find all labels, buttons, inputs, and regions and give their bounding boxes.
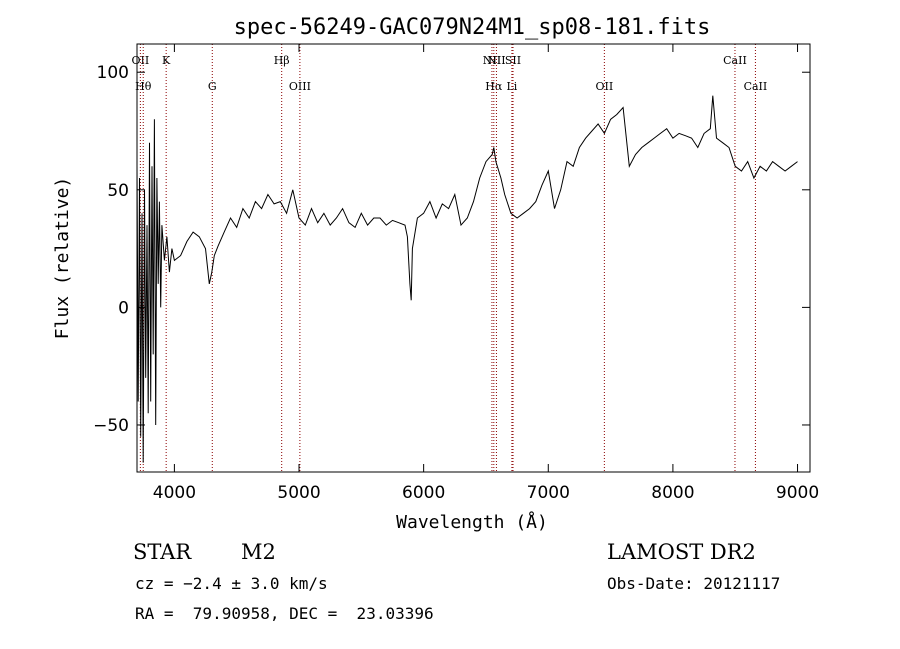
x-tick-label-4000: 4000 <box>153 483 196 503</box>
y-tick-label-50: 50 <box>107 181 129 201</box>
chart-title: spec-56249-GAC079N24M1_sp08-181.fits <box>234 15 711 40</box>
line-label-5: OIII <box>289 80 311 93</box>
line-label-13: CaII <box>744 80 768 93</box>
coordinates: RA = 79.90958, DEC = 23.03396 <box>135 604 434 623</box>
plot-frame <box>136 43 811 473</box>
line-label-9: Li <box>506 80 517 93</box>
line-label-4: Hβ <box>274 54 290 67</box>
x-tick-label-8000: 8000 <box>651 483 694 503</box>
survey-name: LAMOST DR2 <box>607 540 756 564</box>
object-subclass: M2 <box>241 540 276 564</box>
line-label-7: Hα <box>485 80 503 93</box>
y-tick-label--50: −50 <box>93 416 129 436</box>
object-class: STAR <box>133 540 192 564</box>
y-tick-label-0: 0 <box>118 298 129 318</box>
spectrum-layer <box>136 95 798 463</box>
obs-date: Obs-Date: 20121117 <box>607 574 781 593</box>
line-label-8: NII <box>487 54 505 67</box>
x-axis-ticks: 4000 5000 6000 7000 8000 9000 <box>153 44 819 503</box>
y-axis-label: Flux (relative) <box>52 177 73 340</box>
line-label-3: G <box>208 80 217 93</box>
x-axis-label: Wavelength (Å) <box>396 511 548 533</box>
x-tick-label-5000: 5000 <box>277 483 320 503</box>
line-label-0: OII <box>132 54 150 67</box>
y-axis-ticks: −50 0 50 100 <box>93 63 810 436</box>
velocity-readout: cz = −2.4 ± 3.0 km/s <box>135 574 328 593</box>
line-label-11: OII <box>596 80 614 93</box>
spectrum-series-0 <box>136 95 798 463</box>
y-tick-label-100: 100 <box>97 63 129 83</box>
line-label-6: NII <box>483 54 501 67</box>
line-label-2: K <box>162 54 171 67</box>
line-label-12: CaII <box>723 54 747 67</box>
x-tick-label-6000: 6000 <box>402 483 445 503</box>
line-label-1: Hθ <box>135 80 152 93</box>
line-label-10: SII <box>505 54 521 67</box>
x-tick-label-7000: 7000 <box>527 483 570 503</box>
x-tick-label-9000: 9000 <box>776 483 819 503</box>
